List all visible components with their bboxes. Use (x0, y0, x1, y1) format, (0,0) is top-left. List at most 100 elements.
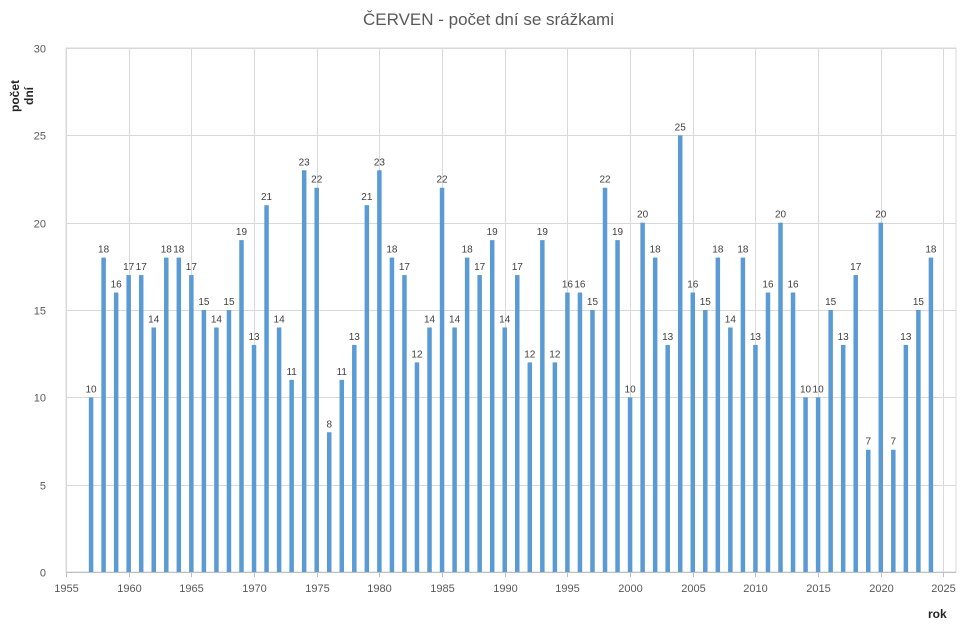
bar (815, 397, 821, 572)
data-label: 22 (311, 175, 323, 186)
bar (853, 275, 858, 572)
y-tick-label: 30 (34, 44, 46, 56)
data-label: 17 (512, 262, 524, 273)
bar (690, 292, 696, 572)
bar (339, 379, 345, 572)
bar (176, 257, 182, 572)
data-label: 18 (98, 245, 110, 256)
bar (677, 135, 683, 573)
data-label: 21 (261, 192, 273, 203)
data-label: 17 (136, 262, 148, 273)
data-label: 14 (449, 314, 461, 325)
bar (214, 327, 219, 572)
data-label: 18 (161, 245, 173, 256)
x-tick-label: 2010 (743, 583, 767, 595)
bar (565, 292, 570, 572)
bar (615, 240, 620, 572)
y-tick-label: 20 (34, 219, 46, 231)
data-label: 10 (625, 384, 637, 395)
bar (527, 362, 533, 572)
data-label: 13 (248, 332, 260, 343)
x-tick-label: 2015 (806, 583, 830, 595)
x-tick-label: 1975 (305, 583, 329, 595)
x-tick-label: 2005 (681, 583, 705, 595)
bar (590, 310, 595, 572)
bar (164, 257, 169, 572)
y-tick-label: 25 (34, 131, 46, 143)
bar (251, 344, 257, 572)
bar (427, 327, 432, 572)
bar (928, 257, 934, 572)
bar (840, 344, 846, 572)
data-label: 13 (662, 332, 674, 343)
x-axis-label: rok (928, 607, 947, 621)
data-label: 22 (599, 175, 611, 186)
bar (126, 275, 131, 572)
bar (665, 344, 670, 572)
bar (289, 379, 294, 572)
data-label: 12 (411, 349, 423, 360)
data-label: 15 (700, 297, 712, 308)
bar (201, 310, 207, 572)
data-label: 15 (587, 297, 599, 308)
bar (389, 257, 395, 572)
data-label: 25 (675, 122, 687, 133)
data-label: 15 (825, 297, 837, 308)
data-label: 13 (900, 332, 912, 343)
data-label: 16 (574, 280, 586, 291)
x-tick-label: 1980 (367, 583, 391, 595)
x-tick-label: 2025 (931, 583, 955, 595)
data-label: 11 (337, 367, 348, 378)
data-label: 7 (891, 437, 897, 448)
data-label: 18 (737, 245, 749, 256)
data-label: 12 (524, 349, 536, 360)
bar (728, 327, 733, 572)
bar (414, 362, 420, 572)
bar (765, 292, 771, 572)
data-label: 10 (813, 384, 825, 395)
bar (540, 240, 545, 572)
data-label: 14 (274, 314, 286, 325)
bar (602, 187, 608, 572)
x-tick-label: 1990 (493, 583, 517, 595)
data-label: 16 (111, 280, 123, 291)
data-label: 17 (474, 262, 486, 273)
bar (276, 327, 282, 572)
bar (790, 292, 796, 572)
bar (828, 310, 833, 572)
bar (301, 170, 307, 572)
data-label: 15 (913, 297, 925, 308)
data-label: 11 (286, 367, 297, 378)
data-label: 13 (750, 332, 762, 343)
data-label: 14 (424, 314, 436, 325)
data-label: 22 (436, 175, 448, 186)
data-label: 17 (186, 262, 198, 273)
bar (916, 310, 921, 572)
x-tick-label: 1955 (54, 583, 78, 595)
data-label: 18 (173, 245, 185, 256)
bar (151, 327, 156, 572)
bar (903, 344, 909, 572)
data-label: 23 (299, 157, 311, 168)
bar (113, 292, 119, 572)
data-label: 18 (462, 245, 474, 256)
data-label: 19 (487, 227, 499, 238)
bar (314, 187, 319, 572)
bar (464, 257, 470, 572)
bar (803, 397, 808, 572)
bar (502, 327, 507, 572)
bar (640, 222, 645, 572)
data-label: 16 (762, 280, 774, 291)
y-tick-label: 0 (40, 568, 46, 580)
data-label: 15 (198, 297, 210, 308)
x-tick-label: 2000 (618, 583, 642, 595)
bar (627, 397, 633, 572)
bar (101, 257, 106, 572)
data-label: 7 (865, 437, 871, 448)
data-label: 13 (349, 332, 361, 343)
data-label: 20 (637, 210, 649, 221)
bar (552, 362, 558, 572)
data-label: 18 (712, 245, 724, 256)
bar (652, 257, 658, 572)
data-label: 23 (374, 157, 386, 168)
